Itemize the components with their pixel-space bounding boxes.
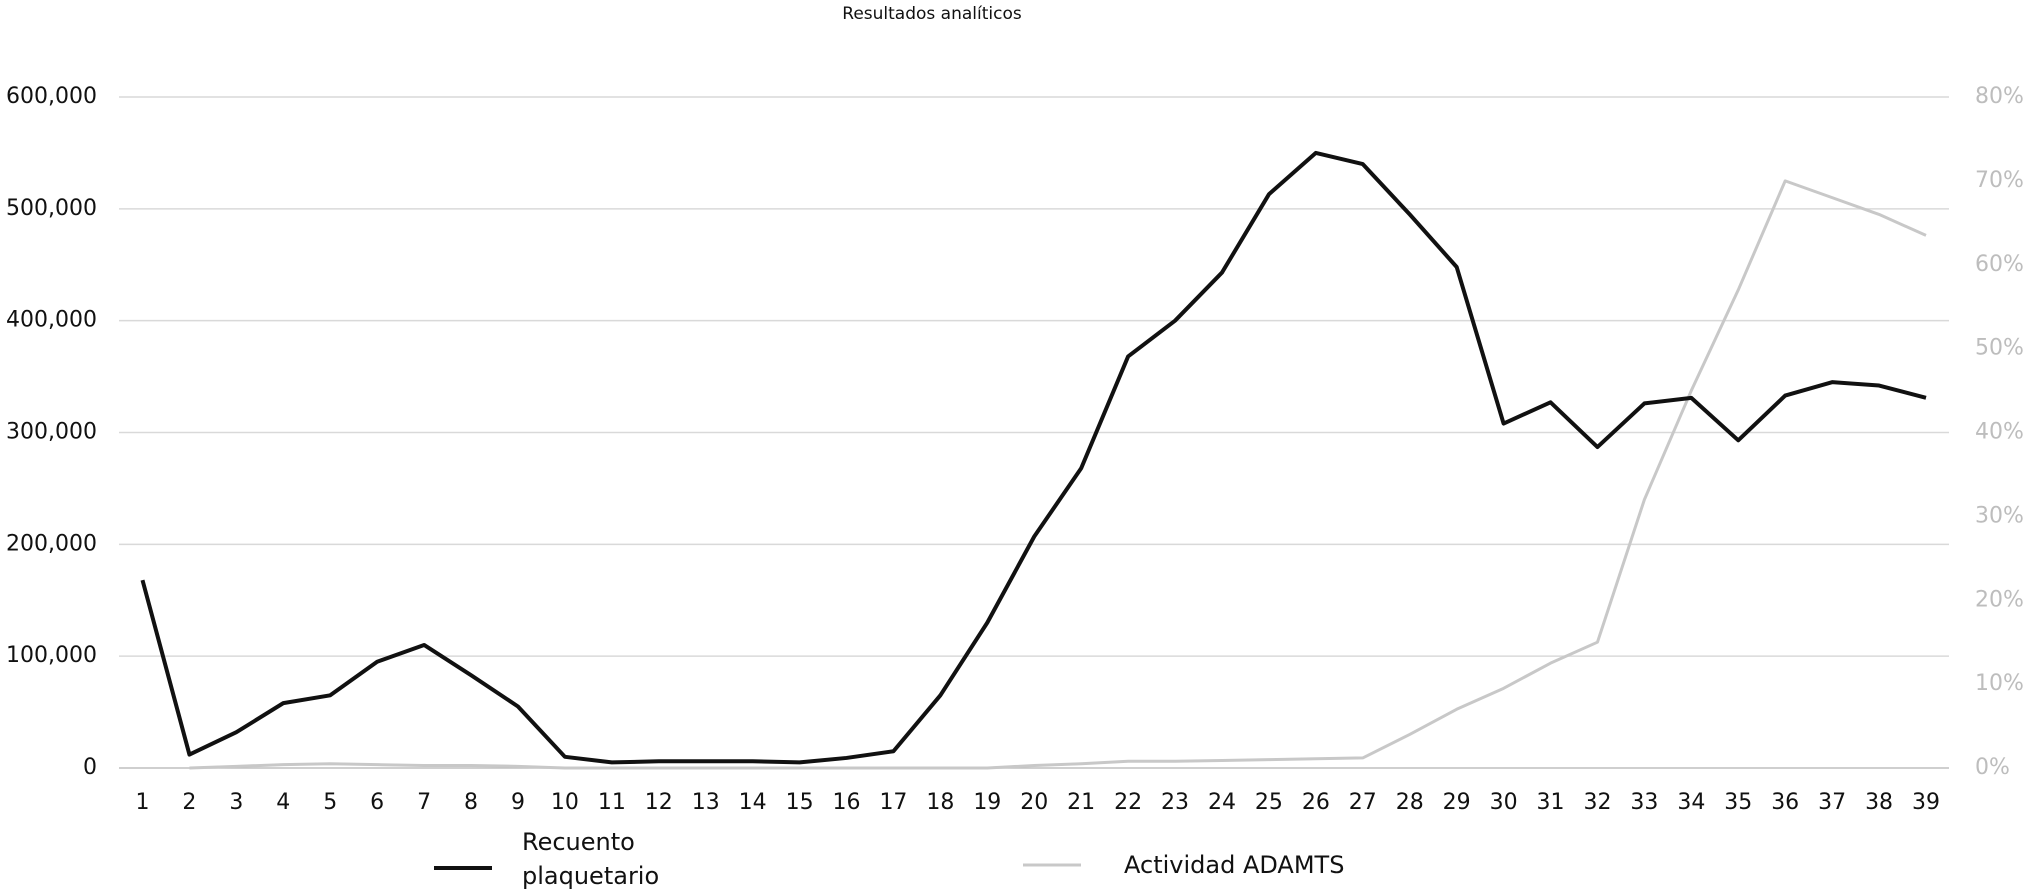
x-tick-label: 3 bbox=[229, 790, 243, 815]
x-tick-label: 17 bbox=[879, 790, 907, 815]
x-tick-label: 36 bbox=[1771, 790, 1799, 815]
y-tick-label: 200,000 bbox=[6, 531, 97, 556]
y-tick-label: 100,000 bbox=[6, 643, 97, 668]
x-tick-label: 2 bbox=[182, 790, 196, 815]
x-tick-label: 7 bbox=[417, 790, 431, 815]
x-tick-label: 34 bbox=[1677, 790, 1705, 815]
x-tick-label: 25 bbox=[1255, 790, 1283, 815]
x-tick-label: 23 bbox=[1161, 790, 1189, 815]
y-tick-label: 0 bbox=[83, 755, 97, 780]
x-tick-label: 35 bbox=[1724, 790, 1752, 815]
x-tick-label: 9 bbox=[511, 790, 525, 815]
x-tick-label: 16 bbox=[833, 790, 861, 815]
x-tick-label: 26 bbox=[1302, 790, 1330, 815]
y2-tick-label: 20% bbox=[1975, 587, 2024, 612]
x-tick-label: 18 bbox=[926, 790, 954, 815]
y2-tick-label: 50% bbox=[1975, 336, 2024, 361]
y2-tick-label: 60% bbox=[1975, 252, 2024, 277]
x-tick-label: 31 bbox=[1537, 790, 1565, 815]
x-tick-label: 28 bbox=[1396, 790, 1424, 815]
x-tick-label: 39 bbox=[1912, 790, 1940, 815]
y-tick-label: 300,000 bbox=[6, 420, 97, 445]
y2-tick-label: 80% bbox=[1975, 84, 2024, 109]
x-tick-label: 10 bbox=[551, 790, 579, 815]
y2-tick-label: 30% bbox=[1975, 503, 2024, 528]
x-tick-label: 21 bbox=[1067, 790, 1095, 815]
x-tick-label: 14 bbox=[739, 790, 767, 815]
y-tick-label: 400,000 bbox=[6, 308, 97, 333]
legend-label: Actividad ADAMTS bbox=[1124, 851, 1345, 879]
y-tick-label: 600,000 bbox=[6, 84, 97, 109]
x-tick-label: 33 bbox=[1630, 790, 1658, 815]
x-tick-label: 22 bbox=[1114, 790, 1142, 815]
x-tick-label: 27 bbox=[1349, 790, 1377, 815]
x-tick-label: 6 bbox=[370, 790, 384, 815]
x-tick-label: 20 bbox=[1020, 790, 1048, 815]
x-tick-label: 30 bbox=[1490, 790, 1518, 815]
x-tick-label: 12 bbox=[645, 790, 673, 815]
y2-tick-label: 70% bbox=[1975, 168, 2024, 193]
x-tick-label: 15 bbox=[786, 790, 814, 815]
x-tick-label: 38 bbox=[1865, 790, 1893, 815]
x-tick-label: 5 bbox=[323, 790, 337, 815]
chart-title: Resultados analíticos bbox=[842, 4, 1022, 24]
x-tick-label: 4 bbox=[276, 790, 290, 815]
y-tick-label: 500,000 bbox=[6, 196, 97, 221]
x-tick-label: 19 bbox=[973, 790, 1001, 815]
x-tick-label: 32 bbox=[1583, 790, 1611, 815]
x-tick-label: 11 bbox=[598, 790, 626, 815]
x-tick-label: 1 bbox=[136, 790, 150, 815]
x-tick-label: 8 bbox=[464, 790, 478, 815]
data-line bbox=[189, 179, 1927, 770]
x-tick-label: 13 bbox=[692, 790, 720, 815]
data-line bbox=[140, 150, 1927, 765]
x-tick-label: 37 bbox=[1818, 790, 1846, 815]
x-tick-label: 29 bbox=[1443, 790, 1471, 815]
legend-label: Recuento plaquetario bbox=[522, 828, 660, 890]
y2-tick-label: 40% bbox=[1975, 420, 2024, 445]
x-tick-label: 24 bbox=[1208, 790, 1236, 815]
y2-tick-label: 0% bbox=[1975, 755, 2010, 780]
y2-tick-label: 10% bbox=[1975, 671, 2024, 696]
